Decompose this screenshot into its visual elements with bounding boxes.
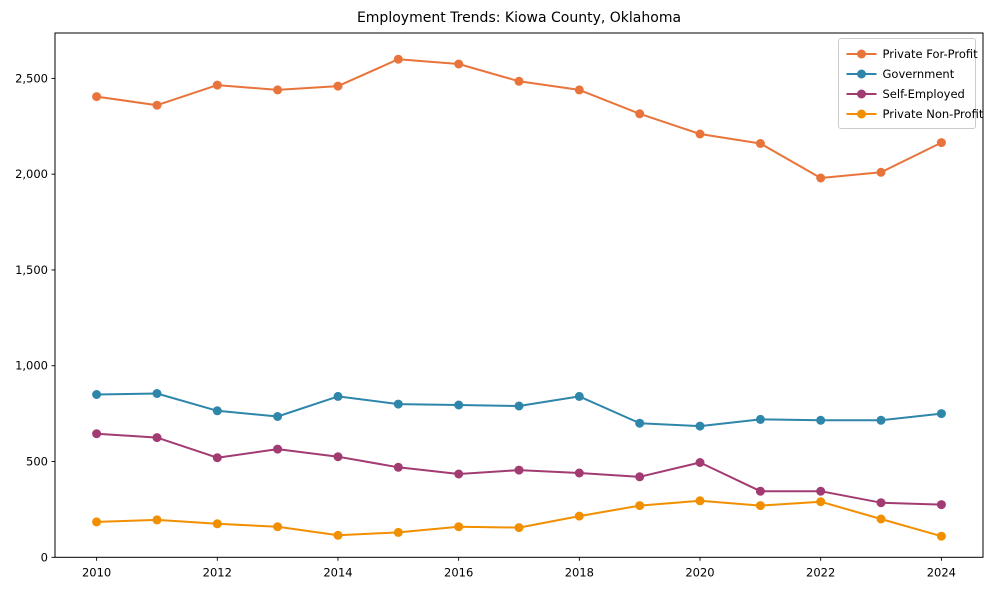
chart-title: Employment Trends: Kiowa County, Oklahom… [356, 10, 682, 26]
data-point-private-non-profit-2012 [212, 519, 222, 529]
data-point-private-non-profit-2015 [393, 527, 403, 537]
data-point-private-for-profit-2021 [755, 139, 765, 148]
data-point-government-2016 [454, 400, 464, 410]
data-point-self-employed-2022 [816, 486, 826, 496]
data-point-government-2024 [936, 409, 946, 419]
data-point-private-non-profit-2019 [635, 501, 645, 511]
legend-item-self-employed: Self-Employed [846, 87, 965, 101]
legend-dot-marker-icon [857, 109, 866, 119]
legend: Private For-Profit Government Self-Employe… [838, 38, 984, 129]
data-point-government-2011 [152, 389, 162, 398]
y-tick-label: 1,500 [15, 263, 48, 277]
data-point-self-employed-2014 [333, 452, 343, 462]
data-point-self-employed-2019 [635, 472, 645, 482]
data-point-private-for-profit-2014 [333, 81, 343, 91]
data-point-self-employed-2016 [454, 469, 464, 479]
legend-box [838, 38, 976, 129]
x-tick-label: 2010 [82, 565, 111, 579]
legend-dot-marker-icon [857, 49, 866, 59]
data-point-private-non-profit-2021 [755, 501, 765, 511]
legend-item-government: Government [846, 67, 955, 81]
y-tick-label: 2,000 [15, 167, 48, 181]
data-point-self-employed-2018 [574, 468, 584, 478]
data-point-self-employed-2017 [514, 465, 524, 475]
legend-dot-marker-icon [857, 89, 866, 99]
data-point-private-non-profit-2022 [816, 497, 826, 507]
data-point-private-for-profit-2019 [635, 109, 645, 119]
y-tick-label: 2,500 [15, 71, 48, 85]
y-tick-label: 0 [41, 550, 48, 564]
data-point-private-for-profit-2010 [92, 92, 102, 102]
plot-frame [54, 32, 984, 558]
data-point-government-2010 [92, 390, 102, 399]
x-tick-label: 2020 [685, 565, 714, 579]
data-point-private-for-profit-2024 [936, 138, 946, 148]
data-point-self-employed-2020 [695, 458, 705, 467]
data-point-private-for-profit-2015 [393, 54, 403, 64]
data-point-self-employed-2021 [755, 486, 765, 496]
data-point-private-non-profit-2016 [454, 522, 464, 532]
data-point-government-2021 [755, 414, 765, 424]
data-point-private-non-profit-2024 [936, 531, 946, 541]
data-point-private-non-profit-2010 [92, 517, 102, 527]
data-point-government-2018 [574, 391, 584, 401]
data-point-self-employed-2010 [92, 429, 102, 439]
legend-dot-marker-icon [857, 69, 866, 79]
legend-label: Self-Employed [883, 87, 965, 101]
legend-item-private-non-profit: Private Non-Profit [846, 107, 984, 121]
data-point-private-for-profit-2020 [695, 129, 705, 139]
data-point-private-non-profit-2013 [273, 522, 283, 532]
data-point-self-employed-2012 [212, 453, 222, 463]
data-point-government-2015 [393, 399, 403, 409]
data-point-government-2022 [816, 415, 826, 425]
data-point-private-for-profit-2022 [816, 173, 826, 183]
data-point-government-2014 [333, 391, 343, 401]
data-point-private-for-profit-2017 [514, 76, 524, 86]
data-point-private-for-profit-2013 [273, 85, 283, 95]
data-point-private-non-profit-2018 [574, 511, 584, 521]
legend-label: Private Non-Profit [883, 107, 984, 121]
data-point-private-non-profit-2023 [876, 514, 886, 524]
x-tick-label: 2022 [806, 565, 835, 579]
x-tick-label: 2018 [565, 565, 594, 579]
legend-label: Private For-Profit [883, 47, 979, 61]
data-point-government-2020 [695, 421, 705, 431]
data-point-private-for-profit-2023 [876, 167, 886, 177]
data-point-private-for-profit-2012 [212, 80, 222, 90]
x-tick-label: 2014 [323, 565, 352, 579]
y-tick-label: 1,000 [15, 359, 48, 373]
data-point-self-employed-2013 [273, 444, 283, 454]
data-point-government-2023 [876, 415, 886, 425]
data-point-self-employed-2024 [936, 500, 946, 510]
x-tick-label: 2024 [927, 565, 956, 579]
data-point-private-for-profit-2018 [574, 85, 584, 95]
data-point-private-for-profit-2016 [454, 59, 464, 69]
y-tick-label: 500 [26, 455, 48, 469]
x-tick-label: 2016 [444, 565, 473, 579]
data-point-self-employed-2011 [152, 433, 162, 443]
data-point-private-non-profit-2017 [514, 523, 524, 533]
legend-label: Government [883, 67, 955, 81]
data-point-private-non-profit-2020 [695, 496, 705, 506]
x-tick-label: 2012 [203, 565, 232, 579]
data-point-government-2017 [514, 401, 524, 411]
data-point-private-non-profit-2011 [152, 515, 162, 525]
data-point-self-employed-2023 [876, 498, 886, 508]
data-point-government-2013 [273, 412, 283, 421]
legend-item-private-for-profit: Private For-Profit [846, 47, 979, 61]
data-point-self-employed-2015 [393, 462, 403, 472]
data-point-private-non-profit-2014 [333, 530, 343, 540]
data-point-private-for-profit-2011 [152, 100, 162, 110]
data-point-government-2012 [212, 406, 222, 416]
data-point-government-2019 [635, 418, 645, 428]
